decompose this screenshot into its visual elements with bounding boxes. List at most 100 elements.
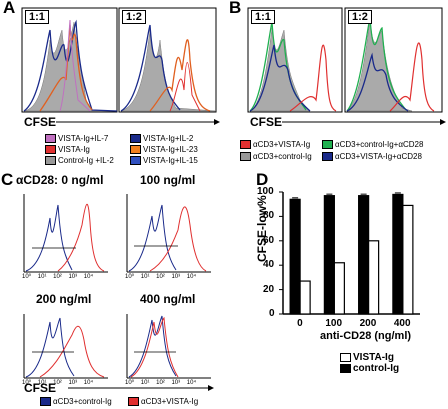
panel-c-tick-labels-3: 10⁰ 10¹ 10² 10³ 10⁴	[125, 379, 196, 386]
panel-d-legend-vista: VISTA-Ig	[340, 352, 394, 363]
panel-c-title-3: 400 ng/ml	[140, 292, 196, 306]
legend-label: αCD3+control-Ig	[53, 397, 112, 406]
legend-label: αCD3+VISTA-Ig	[253, 140, 311, 149]
x-tick-label: 100	[325, 318, 343, 329]
y-tick-label: 100	[257, 186, 274, 197]
panel-b-legend-item: αCD3+VISTA-Ig	[240, 140, 311, 150]
panel-b-ratio-right: 1:2	[348, 10, 372, 24]
panel-b-ratio-left: 1:1	[251, 10, 275, 24]
panel-label-a: A	[3, 0, 16, 17]
legend-label: VISTA-Ig+IL-23	[143, 145, 198, 154]
tick: 10³	[171, 380, 181, 386]
legend-label: αCD3+control-Ig+αCD28	[335, 140, 424, 149]
panel-b-legend-item: αCD3+control-Ig	[240, 152, 312, 162]
tick: 10²	[53, 274, 62, 280]
panel-c-title-1: 100 ng/ml	[140, 173, 196, 187]
panel-a-xlabel: CFSE	[24, 115, 57, 129]
bar-control-ig	[289, 198, 301, 315]
y-tick-label: 0	[269, 308, 275, 319]
tick: 10²	[156, 274, 165, 280]
tick: 10¹	[37, 274, 47, 280]
tick: 10²	[156, 380, 165, 386]
legend-label: VISTA-Ig+IL-15	[143, 156, 198, 165]
panel-label-b: B	[229, 0, 242, 17]
y-tick-label: 60	[263, 234, 275, 246]
panel-c-histogram-0	[23, 194, 108, 273]
panel-c-histogram-1	[126, 194, 211, 273]
x-tick-label: 400	[393, 318, 411, 329]
panel-c-legend-item: αCD3+VISTA-Ig	[128, 397, 199, 407]
legend-swatch	[40, 397, 51, 407]
panel-label-d: D	[256, 170, 269, 189]
tick: 10⁴	[186, 380, 197, 386]
bar-vista-ig	[333, 262, 345, 315]
y-tick-label: 80	[263, 210, 275, 222]
legend-swatch	[322, 152, 333, 162]
bar-control-ig	[392, 193, 404, 315]
tick: 10³	[171, 274, 181, 280]
bar-vista-ig	[299, 280, 311, 315]
tick: 10³	[68, 380, 78, 386]
x-tick-label: 0	[297, 318, 303, 329]
tick: 10⁰	[125, 274, 135, 280]
legend-swatch	[45, 134, 56, 144]
tick: 10³	[68, 274, 78, 280]
tick: 10⁴	[186, 274, 197, 280]
panel-b-xlabel: CFSE	[250, 115, 283, 129]
legend-swatch	[130, 156, 141, 166]
panel-a-left-histogram	[21, 7, 118, 113]
legend-label: αCD3+VISTA-Ig	[141, 397, 199, 406]
legend-label: αCD3+VISTA-Ig+αCD28	[335, 152, 422, 161]
panel-a-ratio-right: 1:2	[122, 10, 146, 24]
legend-swatch	[322, 140, 333, 150]
tick: 10¹	[140, 380, 150, 386]
panel-c-title-2: 200 ng/ml	[36, 292, 92, 306]
tick: 10¹	[140, 274, 150, 280]
legend-label: VISTA-Ig+IL-7	[58, 134, 109, 143]
tick: 10⁰	[22, 380, 32, 386]
panel-a-legend-item: VISTA-Ig+IL-7	[45, 134, 109, 144]
panel-a-legend-item: VISTA-Ig	[45, 145, 90, 155]
legend-label: αCD3+control-Ig	[253, 152, 312, 161]
panel-a-legend-item: Control-Ig +IL-2	[45, 156, 114, 166]
panel-c-histogram-3	[126, 314, 211, 379]
panel-d-xlabel: anti-CD28 (ng/ml)	[320, 330, 412, 342]
panel-b-legend-item: αCD3+VISTA-Ig+αCD28	[322, 152, 422, 162]
panel-c-title-0: αCD28: 0 ng/ml	[16, 173, 103, 187]
panel-c-legend-item: αCD3+control-Ig	[40, 397, 112, 407]
panel-d-legend-control: control-Ig	[340, 363, 399, 374]
bar-vista-ig	[368, 240, 380, 315]
x-tick-label: 200	[359, 318, 377, 329]
tick: 10⁰	[22, 274, 32, 280]
legend-swatch	[340, 352, 351, 362]
legend-swatch	[340, 363, 351, 373]
legend-label: control-Ig	[353, 363, 400, 374]
panel-c-condition: 0 ng/ml	[61, 173, 104, 187]
y-tick-label: 40	[263, 259, 275, 271]
tick: 10⁰	[125, 380, 135, 386]
bar-vista-ig	[402, 204, 414, 315]
panel-c-xlabel: CFSE	[24, 381, 57, 395]
panel-a-legend-item: VISTA-Ig+IL-15	[130, 156, 198, 166]
legend-swatch	[45, 156, 56, 166]
y-tick-label: 20	[263, 283, 275, 295]
panel-c-title-prefix: αCD28:	[16, 173, 59, 187]
panel-b-right-histogram	[344, 7, 443, 113]
panel-a-right-histogram	[118, 7, 217, 113]
panel-c-histogram-2	[23, 314, 108, 379]
legend-swatch	[45, 145, 56, 155]
legend-swatch	[240, 152, 251, 162]
panel-d-ylabel: CFSE-low%	[255, 195, 269, 262]
panel-d-bar-chart	[279, 191, 420, 315]
legend-label: VISTA-Ig	[353, 352, 394, 363]
tick: 10¹	[37, 380, 47, 386]
panel-label-c: C	[1, 170, 14, 189]
legend-swatch	[128, 397, 139, 407]
panel-c-tick-labels-2: 10⁰ 10¹ 10² 10³ 10⁴	[22, 379, 93, 386]
legend-label: Control-Ig +IL-2	[58, 156, 114, 165]
legend-label: VISTA-Ig+IL-2	[143, 134, 194, 143]
legend-swatch	[130, 145, 141, 155]
panel-a-legend-item: VISTA-Ig+IL-23	[130, 145, 198, 155]
